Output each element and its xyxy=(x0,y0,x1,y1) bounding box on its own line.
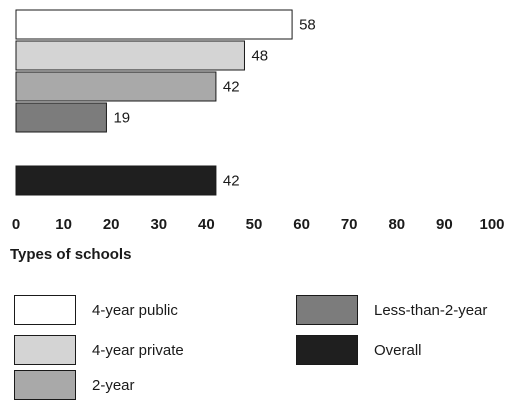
legend-swatch-4-year-private xyxy=(14,335,76,365)
legend-item-overall: Overall xyxy=(296,334,422,366)
legend-label-4-year-private: 4-year private xyxy=(92,341,184,359)
bar-4-year-private xyxy=(15,40,245,71)
legend-label-4-year-public: 4-year public xyxy=(92,301,178,319)
bar-4-year-public xyxy=(15,9,293,40)
bar-2-year xyxy=(15,71,217,102)
x-tick-label-80: 80 xyxy=(388,216,405,233)
legend-label-less-than-2-year: Less-than-2-year xyxy=(374,301,488,319)
bar-chart: 58 48 42 19 42 0 10 20 30 40 50 60 70 80 90 100 xyxy=(12,9,505,233)
x-tick-label-30: 30 xyxy=(150,216,167,233)
legend-swatch-less-than-2-year xyxy=(296,295,358,325)
bar-less-than-2-year xyxy=(15,102,107,133)
x-axis-title: Types of schools xyxy=(10,246,132,263)
data-label-less-than-2-year: 19 xyxy=(113,110,130,127)
x-tick-label-40: 40 xyxy=(198,216,215,233)
data-label-overall: 42 xyxy=(223,173,240,190)
legend-item-4-year-public: 4-year public xyxy=(14,294,178,326)
data-label-4-year-public: 58 xyxy=(299,17,316,34)
legend-item-2-year: 2-year xyxy=(14,369,135,401)
x-tick-label-90: 90 xyxy=(436,216,453,233)
legend-item-4-year-private: 4-year private xyxy=(14,334,184,366)
x-tick-label-100: 100 xyxy=(479,216,504,233)
x-tick-label-50: 50 xyxy=(246,216,263,233)
x-tick-label-10: 10 xyxy=(55,216,72,233)
x-tick-label-70: 70 xyxy=(341,216,358,233)
x-tick-label-20: 20 xyxy=(103,216,120,233)
data-label-2-year: 42 xyxy=(223,79,240,96)
bar-overall xyxy=(15,165,217,196)
legend-swatch-overall xyxy=(296,335,358,365)
legend-swatch-4-year-public xyxy=(14,295,76,325)
legend-label-2-year: 2-year xyxy=(92,376,135,394)
legend-item-less-than-2-year: Less-than-2-year xyxy=(296,294,487,326)
data-label-4-year-private: 48 xyxy=(251,48,268,65)
legend-swatch-2-year xyxy=(14,370,76,400)
legend-label-overall: Overall xyxy=(374,341,422,359)
x-tick-label-0: 0 xyxy=(12,216,20,233)
x-tick-label-60: 60 xyxy=(293,216,310,233)
